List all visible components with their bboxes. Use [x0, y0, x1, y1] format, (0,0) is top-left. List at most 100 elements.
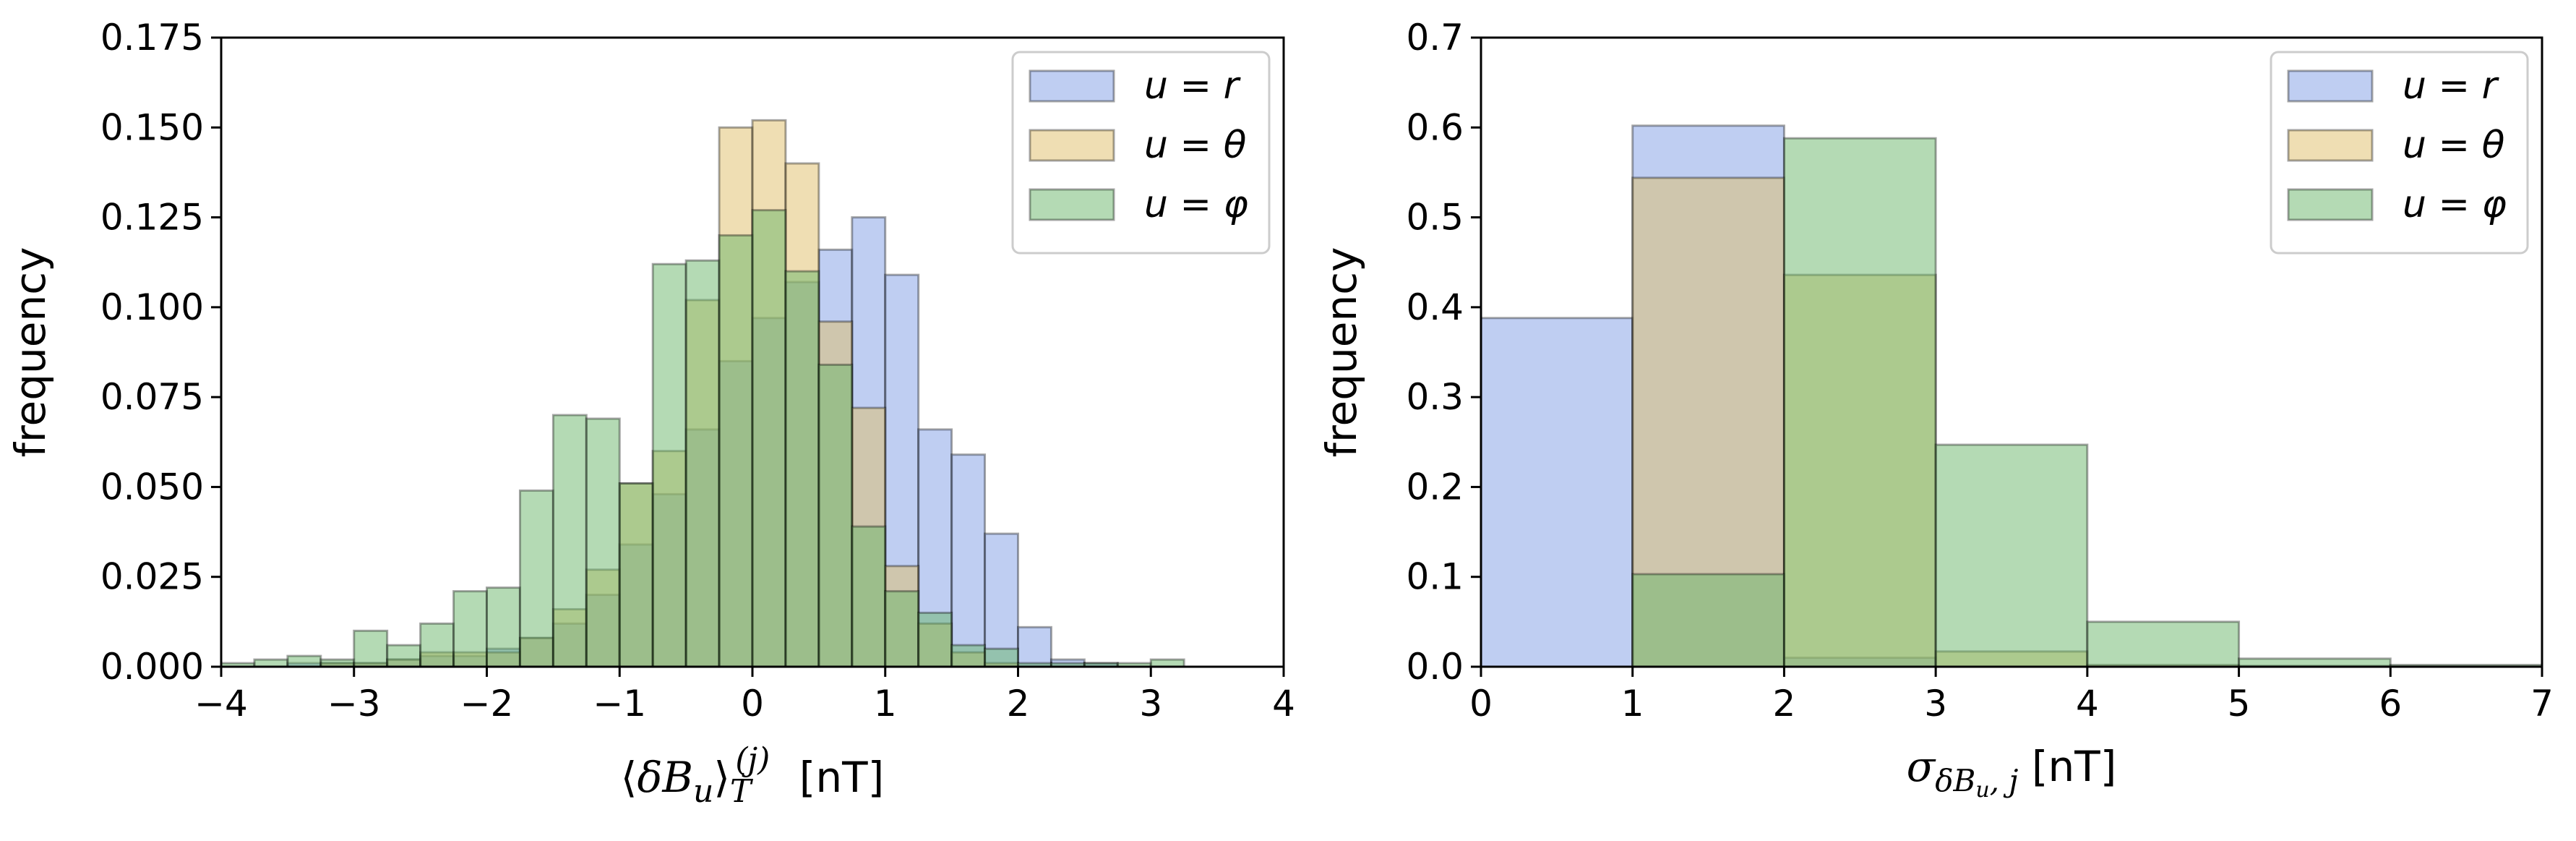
y-tick-label: 0.050 — [100, 466, 204, 508]
histogram-bar-phi — [817, 363, 854, 668]
x-tick-label: −4 — [194, 683, 248, 725]
y-tick-label: 0.100 — [100, 286, 204, 328]
x-axis-label-right-subsub-u: u — [1975, 777, 1989, 803]
x-axis-label-left: ⟨δBu⟩T(j) [nT] — [621, 741, 884, 810]
legend-right: u = r u = θ u = φ — [2270, 51, 2529, 255]
y-tick-label: 0.1 — [1406, 556, 1464, 598]
histogram-bar-phi — [684, 259, 721, 668]
x-tick-label: 0 — [1469, 683, 1493, 725]
y-ticks-left: 0.000 0.025 0.050 0.075 0.100 0.125 0.150 0.175 — [100, 17, 221, 688]
x-ticks-left: −4 −3 −2 −1 0 1 2 3 4 — [194, 667, 1295, 725]
y-tick-label: 0.4 — [1406, 286, 1464, 328]
x-tick-label: 4 — [1272, 683, 1295, 725]
x-tick-label: 3 — [1139, 683, 1162, 725]
x-tick-label: 5 — [2228, 683, 2251, 725]
legend-left: u = r u = θ u = φ — [1011, 51, 1271, 255]
x-axis-label-right-sub: δB — [1935, 763, 1975, 798]
legend-swatch-theta — [2287, 129, 2374, 162]
y-tick-label: 0.0 — [1406, 646, 1464, 688]
bars-group-left — [220, 119, 1185, 668]
histogram-bar-phi — [486, 586, 521, 668]
bars-group-right — [1480, 124, 2543, 668]
histogram-bar-phi — [784, 270, 820, 668]
x-tick-label: 1 — [874, 683, 897, 725]
histogram-panel-mean: −4 −3 −2 −1 0 1 2 3 4 0.0000.0250.0500.0750.1000… — [6, 17, 1295, 810]
x-tick-label: 6 — [2379, 683, 2402, 725]
y-ticks-right: 0.0 0.1 0.2 0.3 0.4 0.5 0.6 0.7 — [1406, 17, 1481, 688]
histogram-bar-r — [950, 453, 987, 668]
x-axis-label-right-sigma: σ — [1907, 742, 1936, 791]
histogram-bar-phi — [386, 644, 422, 668]
histogram-bar-phi — [917, 611, 953, 668]
histogram-bar-phi — [984, 647, 1019, 668]
x-tick-label: 2 — [1007, 683, 1030, 725]
histogram-bar-phi — [585, 417, 621, 668]
x-tick-label: 4 — [2076, 683, 2099, 725]
x-tick-label: 2 — [1773, 683, 1796, 725]
histogram-bar-r — [1017, 626, 1052, 668]
x-axis-label-left-sub-T: T — [730, 773, 754, 810]
x-axis-label-right: σδBu, j [nT] — [1907, 742, 2117, 803]
x-tick-label: −2 — [460, 683, 514, 725]
x-tick-label: −1 — [593, 683, 646, 725]
histogram-bar-phi — [1934, 443, 2089, 668]
legend-label-phi: u = φ — [1144, 183, 1248, 226]
x-axis-label-right-sub-j: , j — [1990, 763, 2019, 798]
y-axis-label-right: frequency — [1317, 247, 1366, 458]
x-ticks-right: 0 1 2 3 4 5 6 7 — [1469, 667, 2554, 725]
y-tick-label: 0.000 — [100, 646, 204, 688]
histogram-bar-phi — [419, 622, 455, 668]
y-tick-label: 0.025 — [100, 556, 204, 598]
y-tick-label: 0.175 — [100, 17, 204, 59]
histogram-bar-r — [984, 532, 1019, 668]
x-tick-label: −3 — [327, 683, 381, 725]
histogram-bar-phi — [884, 590, 920, 668]
x-tick-label: 1 — [1621, 683, 1644, 725]
legend-swatch-phi — [2287, 188, 2374, 221]
y-tick-label: 0.3 — [1406, 376, 1464, 418]
x-axis-label-left-bracket-close: ⟩ — [713, 753, 730, 802]
histogram-bar-phi — [751, 209, 787, 668]
histogram-bar-phi — [353, 629, 389, 668]
histogram-bar-phi — [618, 482, 654, 668]
legend-swatch-r — [1029, 69, 1115, 103]
histogram-bar-phi — [718, 234, 754, 668]
y-tick-label: 0.075 — [100, 376, 204, 418]
histogram-bar-phi — [1631, 573, 1785, 668]
x-tick-label: 7 — [2530, 683, 2554, 725]
histogram-bar-phi — [452, 590, 488, 668]
legend-swatch-theta — [1029, 129, 1115, 162]
histogram-bar-phi — [2086, 620, 2241, 668]
y-tick-label: 0.6 — [1406, 106, 1464, 148]
histogram-bar-r — [1480, 317, 1634, 668]
x-axis-label-left-quantity: δB — [637, 753, 693, 802]
y-tick-label: 0.2 — [1406, 466, 1464, 508]
y-tick-label: 0.150 — [100, 106, 204, 148]
x-tick-label: 0 — [741, 683, 764, 725]
plot-frame-right — [1480, 36, 2543, 668]
legend-label-phi: u = φ — [2403, 183, 2507, 226]
histogram-bar-phi — [950, 644, 987, 668]
x-tick-label: 3 — [1924, 683, 1947, 725]
x-axis-label-left-sup-j: (j) — [735, 741, 770, 778]
x-axis-label-left-sub-u: u — [693, 773, 713, 810]
y-axis-label-left: frequency — [6, 247, 55, 458]
histogram-bar-phi — [551, 414, 588, 668]
legend-label-theta: u = θ — [1144, 124, 1246, 167]
y-tick-label: 0.5 — [1406, 197, 1464, 239]
y-tick-label: 0.7 — [1406, 17, 1464, 59]
x-axis-label-left-unit: [nT] — [786, 753, 884, 802]
histogram-bar-phi — [518, 489, 554, 668]
histogram-bar-phi — [651, 262, 687, 668]
x-axis-label-right-unit: [nT] — [2018, 742, 2116, 791]
legend-label-r: u = r — [2403, 64, 2500, 108]
histogram-bar-phi — [1782, 137, 1937, 668]
x-axis-label-left-bracket-open: ⟨ — [621, 753, 637, 802]
y-tick-label: 0.125 — [100, 197, 204, 239]
histogram-bar-phi — [2238, 657, 2392, 668]
legend-swatch-r — [2287, 69, 2374, 103]
legend-swatch-phi — [1029, 188, 1115, 221]
